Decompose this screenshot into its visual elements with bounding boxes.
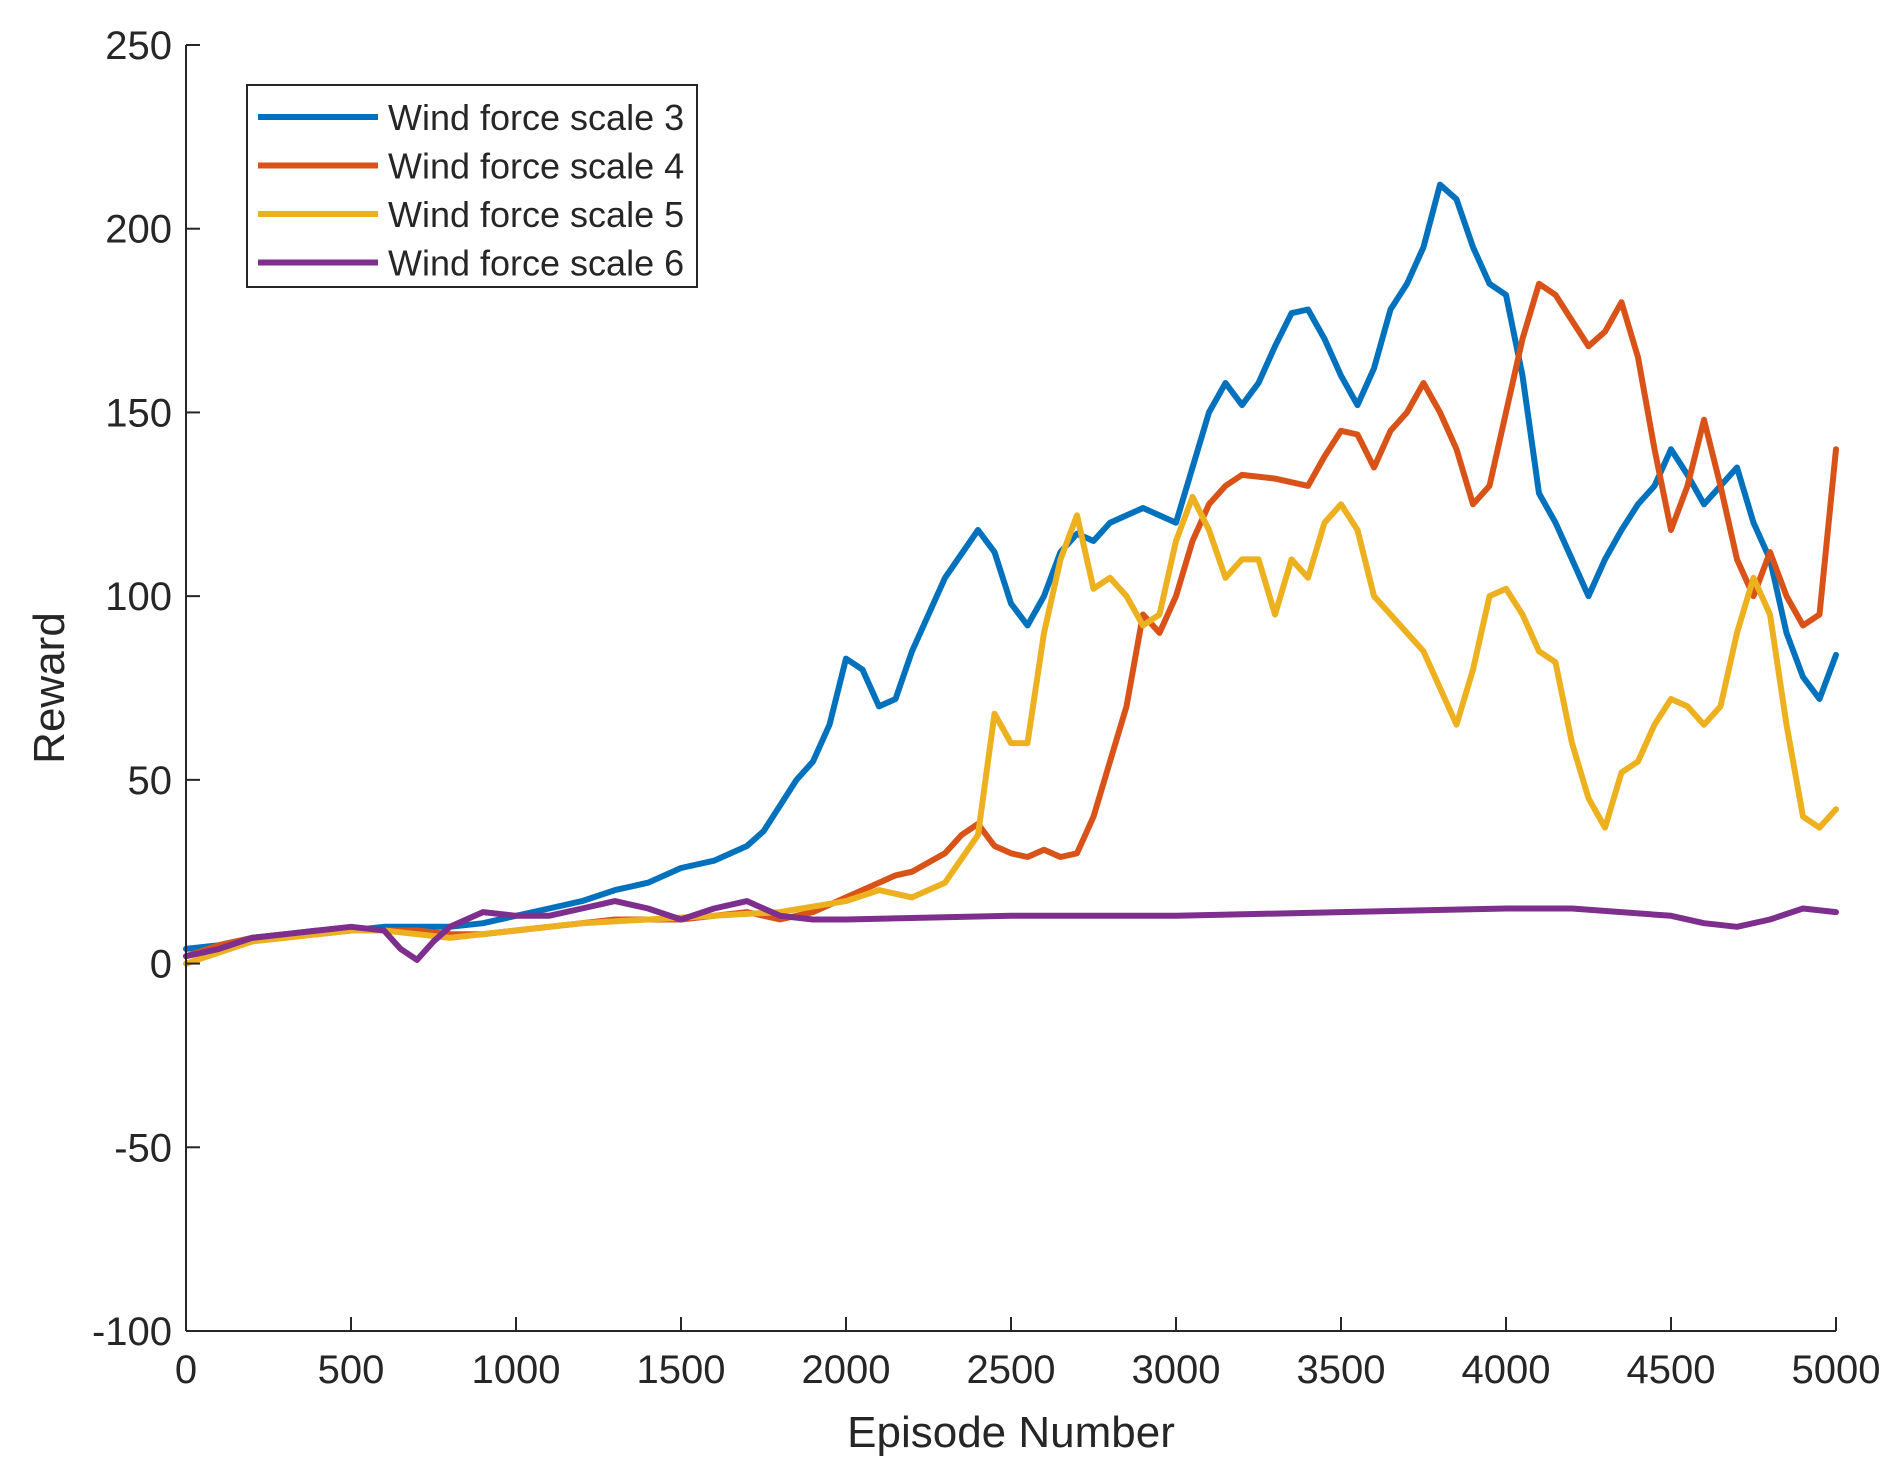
x-tick-label: 0	[175, 1348, 197, 1392]
x-tick-label: 1500	[637, 1348, 726, 1392]
y-tick-label: 200	[105, 208, 172, 252]
legend-label: Wind force scale 5	[388, 194, 684, 235]
y-tick-label: 250	[105, 24, 172, 68]
x-tick-label: 500	[318, 1348, 385, 1392]
x-tick-label: 4500	[1627, 1348, 1716, 1392]
legend-label: Wind force scale 4	[388, 146, 684, 187]
x-axis-title: Episode Number	[847, 1408, 1175, 1457]
series-layer	[183, 181, 1839, 967]
x-tick-label: 4000	[1462, 1348, 1551, 1392]
x-tick-label: 5000	[1792, 1348, 1881, 1392]
y-ticks: -100 -50 0 50 100 150 200 250	[92, 24, 200, 1354]
y-tick-label: 50	[128, 759, 173, 803]
x-tick-label: 2500	[967, 1348, 1056, 1392]
series-line-1	[183, 181, 1839, 952]
x-tick-label: 2000	[802, 1348, 891, 1392]
legend-label: Wind force scale 3	[388, 97, 684, 138]
y-tick-label: 100	[105, 575, 172, 619]
x-tick-label: 1000	[472, 1348, 561, 1392]
x-tick-label: 3000	[1132, 1348, 1221, 1392]
y-axis-title: Reward	[25, 612, 74, 764]
series-line-4	[183, 898, 1839, 963]
legend-label: Wind force scale 6	[388, 243, 684, 284]
x-tick-label: 3500	[1297, 1348, 1386, 1392]
y-tick-label: -100	[92, 1310, 172, 1354]
x-ticks: 0 500 1000 1500 2000 2500 3000 3500 4000 4500 5000	[175, 1317, 1881, 1392]
y-tick-label: -50	[114, 1126, 172, 1170]
y-tick-label: 0	[150, 943, 172, 987]
y-tick-label: 150	[105, 391, 172, 435]
series-line-3	[183, 493, 1839, 967]
legend: Wind force scale 3 Wind force scale 4 Wind…	[246, 84, 698, 288]
